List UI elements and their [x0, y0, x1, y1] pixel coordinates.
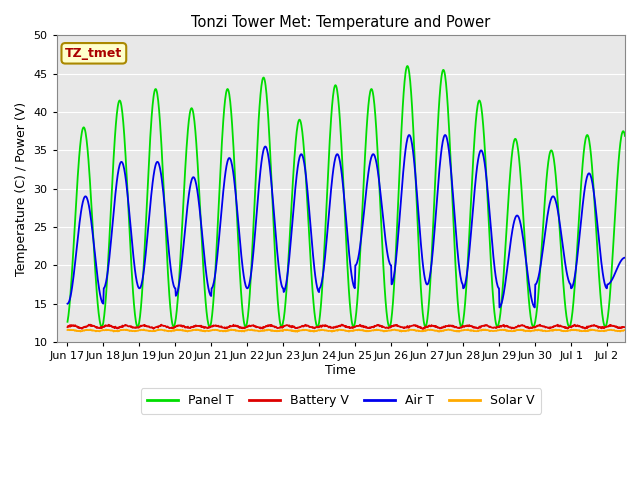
Battery V	[338, 322, 346, 327]
Battery V	[252, 324, 259, 329]
Panel T	[305, 235, 313, 240]
Battery V	[157, 322, 165, 327]
Solar V	[63, 327, 71, 333]
Panel T	[138, 299, 145, 304]
Panel T	[357, 237, 365, 242]
Battery V	[369, 324, 376, 330]
Y-axis label: Temperature (C) / Power (V): Temperature (C) / Power (V)	[15, 102, 28, 276]
Line: Air T: Air T	[67, 135, 625, 308]
X-axis label: Time: Time	[326, 364, 356, 377]
Solar V	[140, 326, 148, 332]
Air T	[368, 153, 376, 158]
Solar V	[138, 327, 145, 333]
Panel T	[404, 63, 412, 69]
Solar V	[252, 328, 260, 334]
Title: Tonzi Tower Met: Temperature and Power: Tonzi Tower Met: Temperature and Power	[191, 15, 490, 30]
Line: Panel T: Panel T	[67, 66, 625, 327]
Battery V	[63, 324, 71, 330]
Panel T	[621, 133, 629, 139]
Solar V	[621, 327, 629, 333]
Solar V	[358, 327, 365, 333]
Air T	[63, 301, 71, 307]
Air T	[138, 282, 145, 288]
Legend: Panel T, Battery V, Air T, Solar V: Panel T, Battery V, Air T, Solar V	[141, 388, 541, 414]
Air T	[356, 241, 364, 247]
Panel T	[63, 319, 71, 324]
Solar V	[307, 328, 314, 334]
Solar V	[158, 327, 166, 333]
Panel T	[349, 324, 357, 330]
Panel T	[157, 142, 165, 148]
Air T	[531, 305, 539, 311]
Air T	[621, 255, 629, 261]
Panel T	[252, 181, 259, 187]
Line: Solar V: Solar V	[67, 329, 625, 332]
Air T	[252, 227, 259, 232]
Battery V	[357, 323, 365, 329]
Battery V	[419, 326, 427, 332]
Line: Battery V: Battery V	[67, 324, 625, 329]
Battery V	[621, 324, 629, 330]
Solar V	[293, 329, 301, 335]
Solar V	[369, 327, 377, 333]
Air T	[405, 132, 413, 138]
Panel T	[369, 88, 376, 94]
Battery V	[305, 324, 313, 330]
Air T	[157, 174, 165, 180]
Battery V	[138, 323, 145, 329]
Text: TZ_tmet: TZ_tmet	[65, 47, 122, 60]
Air T	[305, 208, 313, 214]
